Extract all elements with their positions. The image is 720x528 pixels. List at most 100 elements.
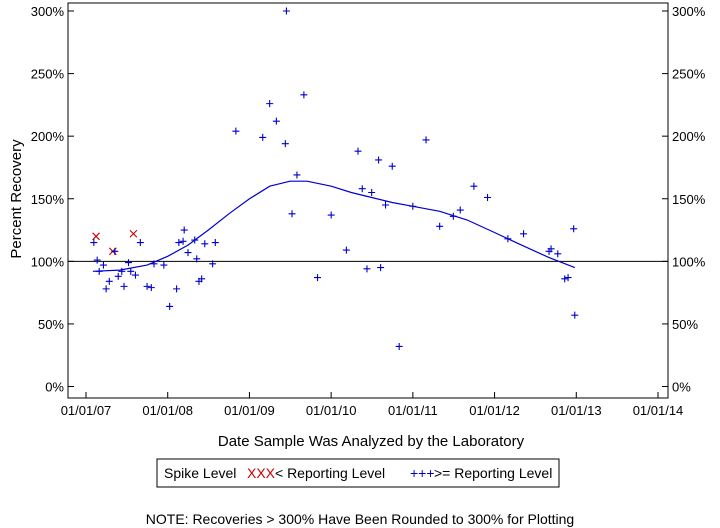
data-point-above-reporting — [198, 275, 206, 283]
legend-label-above: >= Reporting Level — [434, 465, 552, 481]
data-point-above-reporting — [409, 202, 417, 210]
data-points — [90, 7, 579, 350]
data-point-above-reporting — [191, 236, 199, 244]
data-point-above-reporting — [166, 302, 174, 310]
data-point-above-reporting — [395, 342, 403, 350]
data-point-above-reporting — [105, 277, 113, 285]
x-tick-label: 01/01/11 — [388, 403, 438, 418]
data-point-above-reporting — [232, 127, 240, 135]
data-point-above-reporting — [288, 210, 296, 218]
data-point-above-reporting — [180, 226, 188, 234]
data-point-above-reporting — [160, 261, 168, 269]
data-point-above-reporting — [93, 256, 101, 264]
data-point-above-reporting — [547, 245, 555, 253]
data-point-above-reporting — [125, 259, 133, 267]
data-point-above-reporting — [564, 274, 572, 282]
plot-frame — [67, 2, 669, 399]
data-point-above-reporting — [520, 230, 528, 238]
data-point-above-reporting — [102, 285, 110, 293]
y-tick-label-left: 100% — [31, 254, 65, 269]
data-point-above-reporting — [95, 267, 103, 275]
x-tick-label: 01/01/14 — [633, 403, 684, 418]
data-point-above-reporting — [449, 212, 457, 220]
data-point-above-reporting — [436, 222, 444, 230]
data-point-below-reporting — [129, 229, 138, 238]
y-tick-label-left: 250% — [31, 67, 65, 82]
data-point-above-reporting — [118, 267, 126, 275]
data-point-above-reporting — [422, 136, 430, 144]
y-tick-label-right: 300% — [672, 4, 706, 19]
y-tick-label-left: 200% — [31, 129, 65, 144]
data-point-above-reporting — [293, 171, 301, 179]
data-point-above-reporting — [266, 100, 274, 108]
data-point-above-reporting — [120, 282, 128, 290]
data-point-above-reporting — [504, 235, 512, 243]
data-point-above-reporting — [314, 274, 322, 282]
data-point-above-reporting — [259, 133, 267, 141]
data-point-above-reporting — [211, 239, 219, 247]
trend-line — [92, 180, 576, 272]
legend-label-below: < Reporting Level — [275, 465, 385, 481]
data-point-above-reporting — [136, 239, 144, 247]
data-point-above-reporting — [150, 260, 158, 268]
data-point-above-reporting — [143, 282, 151, 290]
data-point-above-reporting — [363, 265, 371, 273]
data-point-above-reporting — [173, 285, 181, 293]
data-point-above-reporting — [281, 140, 289, 148]
data-point-above-reporting — [282, 7, 290, 15]
x-tick-label: 01/01/08 — [142, 403, 193, 418]
y-tick-label-left: 50% — [38, 317, 64, 332]
legend-marker-above: +++ — [410, 465, 435, 481]
data-point-above-reporting — [358, 185, 366, 193]
y-tick-label-right: 0% — [672, 380, 691, 395]
data-point-above-reporting — [470, 182, 478, 190]
legend: Spike Level XXX < Reporting Level +++ >=… — [156, 458, 560, 488]
data-point-above-reporting — [184, 249, 192, 257]
data-point-above-reporting — [209, 260, 217, 268]
y-tick-label-right: 50% — [672, 317, 698, 332]
y-tick-label-right: 250% — [672, 67, 706, 82]
data-point-above-reporting — [175, 239, 183, 247]
data-point-above-reporting — [114, 272, 122, 280]
data-point-above-reporting — [201, 240, 209, 248]
data-point-above-reporting — [554, 250, 562, 258]
y-axis-title: Percent Recovery — [8, 139, 25, 259]
data-point-above-reporting — [179, 237, 187, 245]
data-point-above-reporting — [90, 239, 98, 247]
data-point-below-reporting — [92, 232, 100, 241]
data-point-above-reporting — [375, 156, 383, 164]
legend-title: Spike Level — [164, 465, 236, 481]
x-tick-label: 01/01/12 — [469, 403, 520, 418]
data-point-above-reporting — [388, 162, 396, 170]
legend-box — [156, 458, 560, 488]
data-point-above-reporting — [570, 225, 578, 233]
data-point-above-reporting — [354, 147, 362, 155]
y-tick-label-right: 100% — [672, 254, 706, 269]
x-tick-label: 01/01/13 — [551, 403, 602, 418]
data-point-above-reporting — [131, 271, 139, 279]
y-tick-label-left: 300% — [31, 4, 65, 19]
data-point-above-reporting — [456, 206, 464, 214]
y-tick-label-right: 200% — [672, 129, 706, 144]
x-axis: 01/01/07 01/01/08 01/01/09 01/01/10 01/01/11… — [61, 392, 684, 418]
x-tick-label: 01/01/09 — [224, 403, 275, 418]
legend-marker-below: XXX — [247, 465, 276, 481]
data-point-above-reporting — [127, 267, 135, 275]
data-point-above-reporting — [571, 311, 579, 319]
y-tick-label-left: 150% — [31, 192, 65, 207]
data-point-above-reporting — [111, 247, 119, 255]
data-point-above-reporting — [193, 255, 201, 263]
y-axis: 0% 0% 50% 50% 100% 100% 150% 150% 200% 200% 250% 25… — [31, 4, 706, 395]
x-tick-label: 01/01/10 — [306, 403, 357, 418]
data-point-above-reporting — [561, 275, 569, 283]
data-point-above-reporting — [484, 193, 492, 201]
x-tick-label: 01/01/07 — [61, 403, 112, 418]
y-tick-label-right: 150% — [672, 192, 706, 207]
data-point-above-reporting — [342, 246, 350, 254]
data-point-above-reporting — [99, 261, 107, 269]
data-point-above-reporting — [377, 264, 385, 272]
y-tick-label-left: 0% — [45, 380, 64, 395]
data-point-above-reporting — [272, 117, 280, 125]
data-point-above-reporting — [382, 201, 390, 209]
